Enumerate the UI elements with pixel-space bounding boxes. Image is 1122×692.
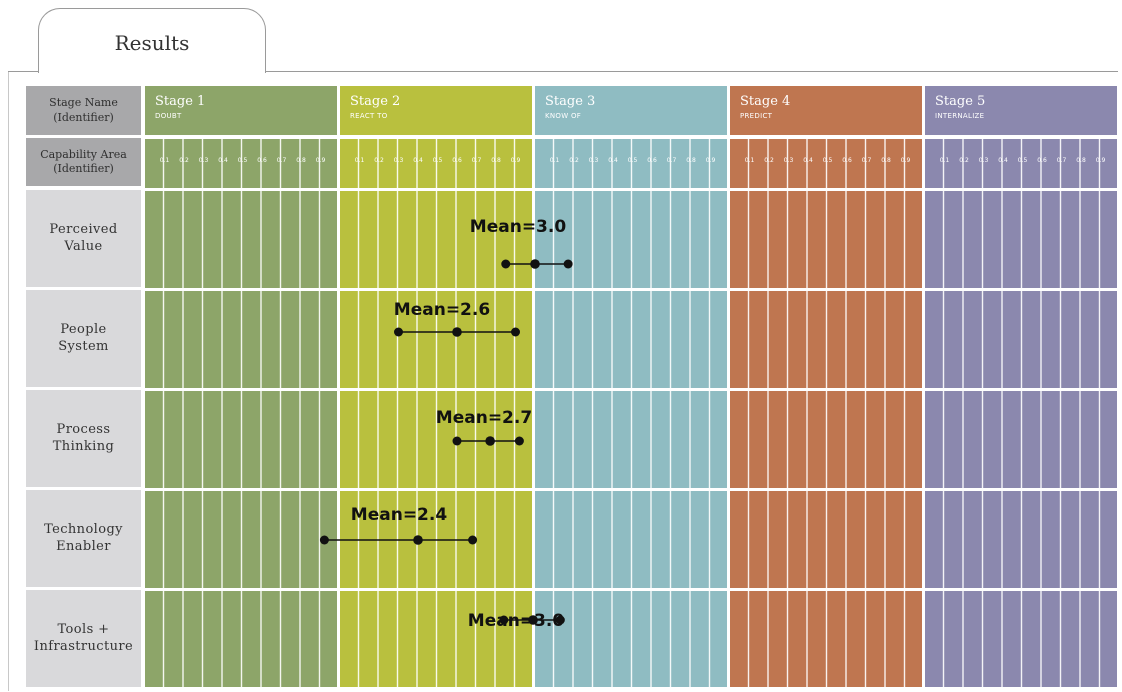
stage-3-header: Stage 3 KNOW OF (535, 86, 727, 135)
stage-subtitle: KNOW OF (545, 112, 582, 120)
stage-name-header-label: Stage Name (Identifier) (49, 96, 118, 124)
stage-2-column (340, 138, 532, 687)
tick-label: 0.7 (276, 157, 287, 164)
row-label-people-system: People System (26, 290, 141, 387)
tick-label: 0.6 (842, 157, 852, 164)
stage-name-header: Stage Name (Identifier) (26, 86, 141, 135)
tick-label: 0.4 (218, 157, 228, 164)
tick-label: 0.5 (822, 157, 833, 164)
tick-label: 0.4 (803, 157, 813, 164)
tick-label: 0.2 (569, 157, 579, 164)
stage-title: Stage 5 (935, 94, 986, 109)
tick-label: 0.8 (296, 157, 306, 164)
capability-area-header: Capability Area (Identifier) (26, 138, 141, 186)
tick-label: 0.7 (861, 157, 872, 164)
stage-subtitle: REACT TO (350, 112, 388, 120)
tick-label: 0.9 (705, 157, 716, 164)
row-label-perceived-value: Perceived Value (26, 190, 141, 287)
stage-1-header: Stage 1 DOUBT (145, 86, 337, 135)
stage-title: Stage 1 (155, 94, 206, 109)
tick-label: 0.2 (179, 157, 189, 164)
tick-label: 0.1 (159, 157, 170, 164)
stage-subtitle: PREDICT (740, 112, 773, 120)
stage-title: Stage 4 (740, 94, 791, 109)
tick-label: 0.1 (549, 157, 560, 164)
stage-subtitle: DOUBT (155, 112, 182, 120)
row-label-text: Technology Enabler (44, 521, 123, 554)
row-label-process-thinking: Process Thinking (26, 390, 141, 487)
stage-1-column (145, 138, 337, 687)
capability-area-header-label: Capability Area (Identifier) (40, 147, 127, 175)
tick-label: 0.2 (764, 157, 774, 164)
tick-label: 0.2 (959, 157, 969, 164)
tick-label: 0.9 (900, 157, 911, 164)
tick-label: 0.9 (315, 157, 326, 164)
tick-label: 0.2 (374, 157, 384, 164)
row-label-technology-enabler: Technology Enabler (26, 490, 141, 587)
stage-3-column (535, 138, 727, 687)
row-label-text: Process Thinking (52, 421, 115, 454)
tick-label: 0.5 (1017, 157, 1028, 164)
tab-results-label: Results (114, 31, 190, 55)
tick-label: 0.3 (588, 157, 599, 164)
stage-4-column (730, 138, 922, 687)
tick-label: 0.9 (510, 157, 521, 164)
tick-label: 0.8 (881, 157, 891, 164)
stage-title: Stage 2 (350, 94, 401, 109)
tab-baseline (8, 71, 1118, 72)
tick-label: 0.3 (978, 157, 989, 164)
tick-label: 0.6 (1037, 157, 1047, 164)
tick-label: 0.3 (783, 157, 794, 164)
row-label-text: People System (58, 321, 109, 354)
row-label-tools-infrastructure: Tools + Infrastructure (26, 590, 141, 687)
stage-2-header: Stage 2 REACT TO (340, 86, 532, 135)
tick-label: 0.6 (647, 157, 657, 164)
tick-label: 0.7 (1056, 157, 1067, 164)
tick-label: 0.4 (413, 157, 423, 164)
tick-label: 0.7 (666, 157, 677, 164)
tick-label: 0.5 (432, 157, 443, 164)
tick-label: 0.7 (471, 157, 482, 164)
tick-label: 0.4 (608, 157, 618, 164)
stage-5-header: Stage 5 INTERNALIZE (925, 86, 1117, 135)
row-label-text: Tools + Infrastructure (33, 621, 134, 654)
tick-label: 0.1 (354, 157, 365, 164)
tick-label: 0.8 (686, 157, 696, 164)
tick-label: 0.9 (1095, 157, 1106, 164)
stage-5-column (925, 138, 1117, 687)
tick-label: 0.3 (393, 157, 404, 164)
tab-results[interactable]: Results (38, 8, 266, 73)
tick-label: 0.8 (491, 157, 501, 164)
tick-label: 0.1 (744, 157, 755, 164)
tick-label: 0.3 (198, 157, 209, 164)
tick-label: 0.5 (237, 157, 248, 164)
tick-label: 0.6 (452, 157, 462, 164)
tick-label: 0.1 (939, 157, 950, 164)
tick-label: 0.8 (1076, 157, 1086, 164)
tick-label: 0.6 (257, 157, 267, 164)
tick-label: 0.5 (627, 157, 638, 164)
frame-left-edge (8, 71, 9, 691)
stage-subtitle: INTERNALIZE (935, 112, 985, 120)
stage-title: Stage 3 (545, 94, 596, 109)
row-label-text: Perceived Value (49, 221, 118, 254)
stage-4-header: Stage 4 PREDICT (730, 86, 922, 135)
tick-label: 0.4 (998, 157, 1008, 164)
